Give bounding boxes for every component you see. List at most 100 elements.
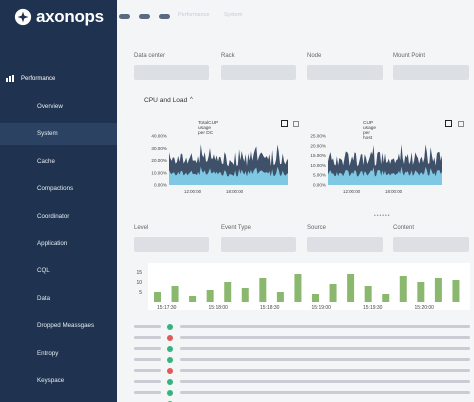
y-tick-label: 10.00% [310,163,326,168]
bar[interactable] [154,292,161,302]
bar[interactable] [171,286,179,302]
bar[interactable] [276,292,284,302]
sidebar-item-cache[interactable]: Cache [37,158,55,165]
event-row-message[interactable] [180,369,470,372]
sidebar-item-system[interactable]: System [0,123,117,145]
logo-text: axonops [36,7,104,26]
logo[interactable]: axonops [14,7,104,27]
event-filter-label-type: Event Type [221,225,251,231]
sidebar-item-keyspace[interactable]: Keyspace [37,377,65,384]
cpu-section-title[interactable]: CPU and Load [144,97,188,104]
sidebar-item-cql[interactable]: CQL [37,267,50,274]
expand-icon[interactable] [281,120,288,127]
filter-label-mount-point: Mount Point [393,53,426,59]
sidebar: axonops Performance Overview System Cach… [0,0,117,402]
status-ok-icon [167,346,173,352]
source-select[interactable] [307,237,383,252]
bar[interactable] [329,284,337,302]
x-tick-label: 15:17:30 [157,305,177,311]
bar[interactable] [206,290,214,302]
x-tick-label: 15:18:30 [260,305,280,311]
x-tick-label: 12:00:00 [184,189,202,194]
y-tick-label: 0.00% [313,183,326,188]
sidebar-section-label: Performance [21,75,56,82]
chart-title: TotalCUP usage per DC [198,121,219,136]
event-row-message[interactable] [180,380,470,383]
bar[interactable] [417,282,425,302]
sidebar-section-performance[interactable]: Performance [6,75,55,82]
menu-pill[interactable] [119,14,130,19]
event-row-cell[interactable] [134,391,161,394]
y-tick-label: 5.00% [313,173,326,178]
event-row-cell[interactable] [134,325,161,328]
event-row-message[interactable] [180,336,470,339]
status-error-icon [167,368,173,374]
event-row-message[interactable] [180,347,470,350]
event-row-message[interactable] [180,358,470,361]
bar[interactable] [434,278,442,302]
axonops-logo-icon [14,8,32,26]
bar[interactable] [347,274,355,302]
sidebar-item-entropy[interactable]: Entropy [37,350,59,357]
x-tick-label: 15:19:00 [312,305,332,311]
event-type-select[interactable] [221,237,296,252]
sidebar-item-data[interactable]: Data [37,295,51,302]
bar[interactable] [241,288,249,302]
filter-label-datacenter: Data center [134,53,166,59]
sidebar-item-overview[interactable]: Overview [37,103,63,110]
event-row-cell[interactable] [134,347,161,350]
sidebar-item-application[interactable]: Application [37,240,68,247]
bar[interactable] [452,280,460,302]
bar[interactable] [399,276,407,302]
content-input[interactable] [393,237,469,252]
menu-pill[interactable] [139,14,150,19]
x-tick-label: 15:18:00 [209,305,229,311]
y-tick-label: 20.00% [151,158,167,163]
event-row-cell[interactable] [134,336,161,339]
event-row-cell[interactable] [134,369,161,372]
y-tick-label: 40.00% [151,134,167,139]
event-row-cell[interactable] [134,358,161,361]
status-ok-icon [167,324,173,330]
sidebar-item-dropped-messages[interactable]: Dropped Meassgaes [37,322,95,329]
status-ok-icon [167,379,173,385]
bar[interactable] [224,282,232,302]
bar[interactable] [259,278,267,302]
y-tick-label: 10.00% [151,170,167,175]
datacenter-select[interactable] [134,65,209,80]
node-select[interactable] [307,65,383,80]
bar[interactable] [382,294,390,302]
event-row-message[interactable] [180,391,470,394]
chevron-up-icon[interactable]: ^ [190,97,193,103]
event-row-message[interactable] [180,325,470,328]
status-ok-icon [167,357,173,363]
event-row-cell[interactable] [134,380,161,383]
bar[interactable] [312,294,319,302]
series-area-fill [328,166,442,185]
chart-title: CUP usage per host [363,121,377,141]
bar[interactable] [364,286,372,302]
y-tick-label: 30.00% [151,146,167,151]
rack-select[interactable] [221,65,296,80]
x-tick-label: 15:20:00 [415,305,435,311]
menu-pill[interactable] [159,14,170,19]
y-tick-label: 5 [139,290,142,296]
event-filter-label-source: Source [307,225,327,231]
drag-handle-icon[interactable]: •••••• [374,213,391,219]
sidebar-item-coordinator[interactable]: Coordinator [37,213,70,220]
expand-icon[interactable] [445,120,452,127]
y-tick-label: 15 [136,270,142,276]
bar-chart-icon [6,75,14,82]
x-tick-label: 18:00:00 [226,189,244,194]
checkbox-icon[interactable] [293,121,299,127]
bar[interactable] [294,274,302,302]
events-bar-chart-panel [148,263,470,310]
area-chart-total-cpu: 40.00% 30.00% 20.00% 10.00% 0.00% 12:00:00 18:… [151,134,288,194]
mount-point-select[interactable] [393,65,469,80]
breadcrumb-performance[interactable]: Performance [178,12,210,18]
level-select[interactable] [134,237,209,252]
sidebar-item-compactions[interactable]: Compactions [37,185,74,192]
bar[interactable] [189,296,197,302]
checkbox-icon[interactable] [458,121,464,127]
breadcrumb-system[interactable]: System [224,12,243,18]
